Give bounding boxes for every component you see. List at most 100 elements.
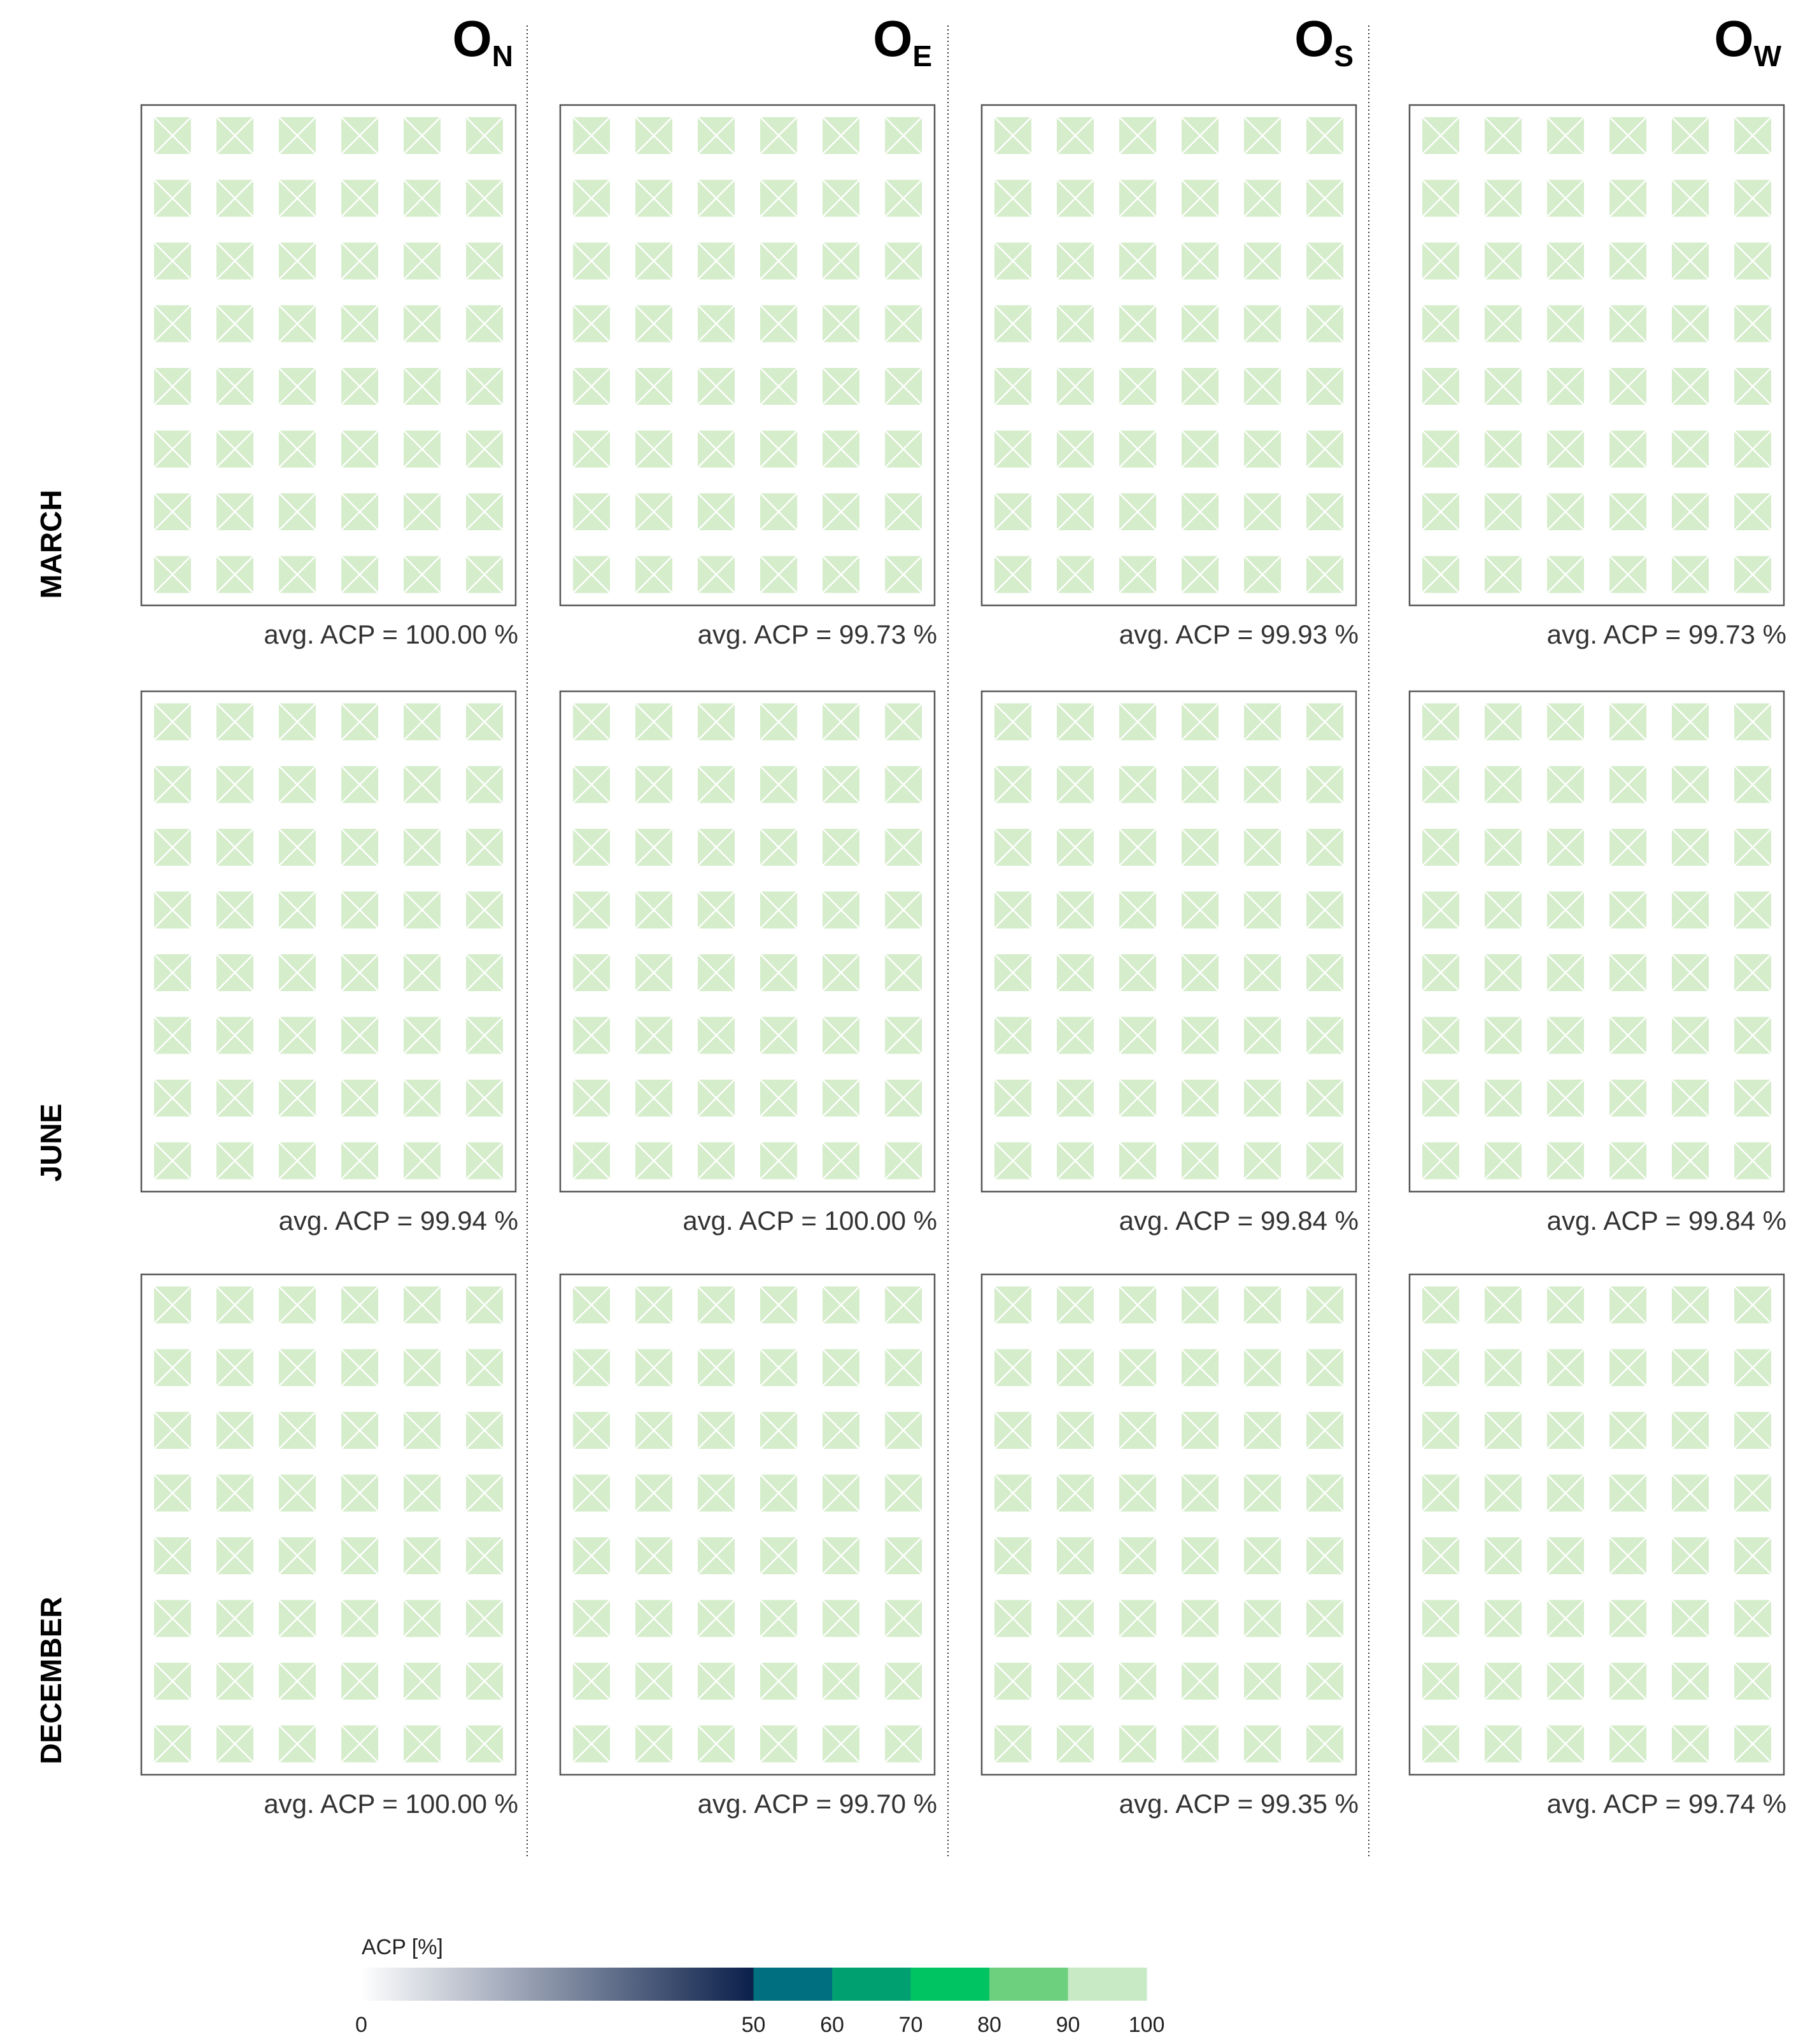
panel-frame: [980, 690, 1357, 1193]
sensor-cell-cross: [403, 1141, 441, 1180]
sensor-cell-cross: [884, 1079, 923, 1117]
sensor-cell-cross: [403, 1599, 441, 1638]
sensor-cell-cross: [1306, 242, 1344, 280]
sensor-cell-cross: [1243, 954, 1282, 992]
sensor-cell-cross: [153, 1016, 192, 1055]
sensor-cell-cross: [1243, 430, 1282, 469]
sensor-cell-cross: [1119, 828, 1157, 866]
sensor-cell-cross: [1546, 1141, 1585, 1180]
sensor-cell-cross: [822, 304, 860, 343]
sensor-cell-cross: [635, 1141, 673, 1180]
sensor-cell-cross: [1484, 1599, 1522, 1638]
sensor-cell-cross: [1243, 1411, 1282, 1449]
sensor-cell-cross: [884, 765, 923, 804]
sensor-cell-cross: [465, 765, 504, 804]
sensor-cell-cross: [278, 891, 316, 929]
sensor-cell-cross: [153, 1474, 192, 1512]
sensor-cell-cross: [822, 1599, 860, 1638]
sensor-cell-cross: [1734, 179, 1772, 218]
sensor-cell-cross: [1734, 1141, 1772, 1180]
sensor-cell-cross: [1484, 304, 1522, 343]
sensor-cell-cross: [884, 1016, 923, 1055]
sensor-cell-cross: [760, 1286, 798, 1324]
sensor-cell-cross: [278, 828, 316, 866]
sensor-cell-cross: [403, 1474, 441, 1512]
sensor-cell-cross: [635, 1079, 673, 1117]
sensor-cell-cross: [1671, 1537, 1709, 1575]
sensor-cell-cross: [153, 828, 192, 866]
sensor-cell-cross: [153, 1411, 192, 1449]
row-label: MARCH: [34, 490, 67, 598]
panel-caption: avg. ACP = 100.00 %: [264, 1789, 518, 1819]
panel-caption: avg. ACP = 99.93 %: [1119, 619, 1359, 649]
sensor-cell-cross: [1422, 242, 1460, 280]
sensor-cell-cross: [994, 179, 1032, 218]
sensor-cell-cross: [1546, 304, 1585, 343]
sensor-cell-cross: [216, 1474, 254, 1512]
sensor-cell-cross: [884, 1724, 923, 1763]
sensor-cell-cross: [1243, 1724, 1282, 1763]
sensor-cell-cross: [153, 891, 192, 929]
sensor-cell-cross: [1306, 179, 1344, 218]
sensor-cell-cross: [216, 703, 254, 741]
sensor-cell-cross: [1306, 367, 1344, 405]
sensor-cell-cross: [1546, 1474, 1585, 1512]
sensor-cell-cross: [341, 1141, 379, 1180]
sensor-cell-cross: [1422, 304, 1460, 343]
sensor-cell-cross: [1609, 304, 1647, 343]
sensor-cell-cross: [635, 1599, 673, 1638]
sensor-cell-cross: [1056, 116, 1094, 155]
sensor-cell-cross: [822, 116, 860, 155]
sensor-cell-cross: [1546, 1348, 1585, 1387]
sensor-cell-cross: [760, 1474, 798, 1512]
sensor-cell-cross: [1422, 430, 1460, 469]
sensor-cell-cross: [1056, 367, 1094, 405]
sensor-cell-cross: [216, 555, 254, 594]
sensor-cell-cross: [341, 1724, 379, 1763]
sensor-cell-cross: [341, 304, 379, 343]
sensor-cell-cross: [994, 1724, 1032, 1763]
sensor-cell-cross: [1306, 828, 1344, 866]
sensor-cell-cross: [572, 1016, 611, 1055]
panel-frame: [559, 690, 936, 1193]
sensor-cell-cross: [278, 1474, 316, 1512]
sensor-cell-cross: [1671, 954, 1709, 992]
sensor-cell-cross: [153, 116, 192, 155]
sensor-cell-cross: [465, 828, 504, 866]
sensor-cell-cross: [1734, 1662, 1772, 1700]
sensor-cell-cross: [1484, 1537, 1522, 1575]
sensor-cell-cross: [635, 1348, 673, 1387]
sensor-cell-cross: [403, 555, 441, 594]
sensor-cell-cross: [1056, 828, 1094, 866]
sensor-cell-cross: [635, 828, 673, 866]
sensor-cell-cross: [216, 1348, 254, 1387]
sensor-cell-cross: [403, 1662, 441, 1700]
sensor-cell-cross: [760, 828, 798, 866]
sensor-cell-cross: [1671, 1286, 1709, 1324]
sensor-cell-cross: [822, 1348, 860, 1387]
sensor-cell-cross: [822, 765, 860, 804]
sensor-cell-cross: [1056, 493, 1094, 531]
sensor-cell-cross: [635, 1662, 673, 1700]
sensor-cell-cross: [697, 828, 735, 866]
sensor-cell-cross: [822, 367, 860, 405]
sensor-cell-cross: [465, 954, 504, 992]
sensor-cell-cross: [572, 1599, 611, 1638]
sensor-cell-cross: [994, 1662, 1032, 1700]
panel-caption: avg. ACP = 99.74 %: [1547, 1789, 1786, 1819]
colorbar-tick-label: 60: [820, 2013, 844, 2037]
sensor-cell-cross: [1119, 1079, 1157, 1117]
sensor-cell-cross: [1306, 1286, 1344, 1324]
sensor-cell-cross: [1056, 954, 1094, 992]
colorbar-tick-label: 90: [1056, 2013, 1080, 2037]
sensor-cell-cross: [341, 1286, 379, 1324]
sensor-cell-cross: [465, 367, 504, 405]
sensor-cell-cross: [403, 891, 441, 929]
sensor-cell-cross: [1484, 430, 1522, 469]
sensor-cell-cross: [278, 1599, 316, 1638]
sensor-cell-cross: [465, 891, 504, 929]
sensor-cell-cross: [1306, 430, 1344, 469]
sensor-cell-cross: [1671, 703, 1709, 741]
sensor-cell-cross: [1609, 954, 1647, 992]
